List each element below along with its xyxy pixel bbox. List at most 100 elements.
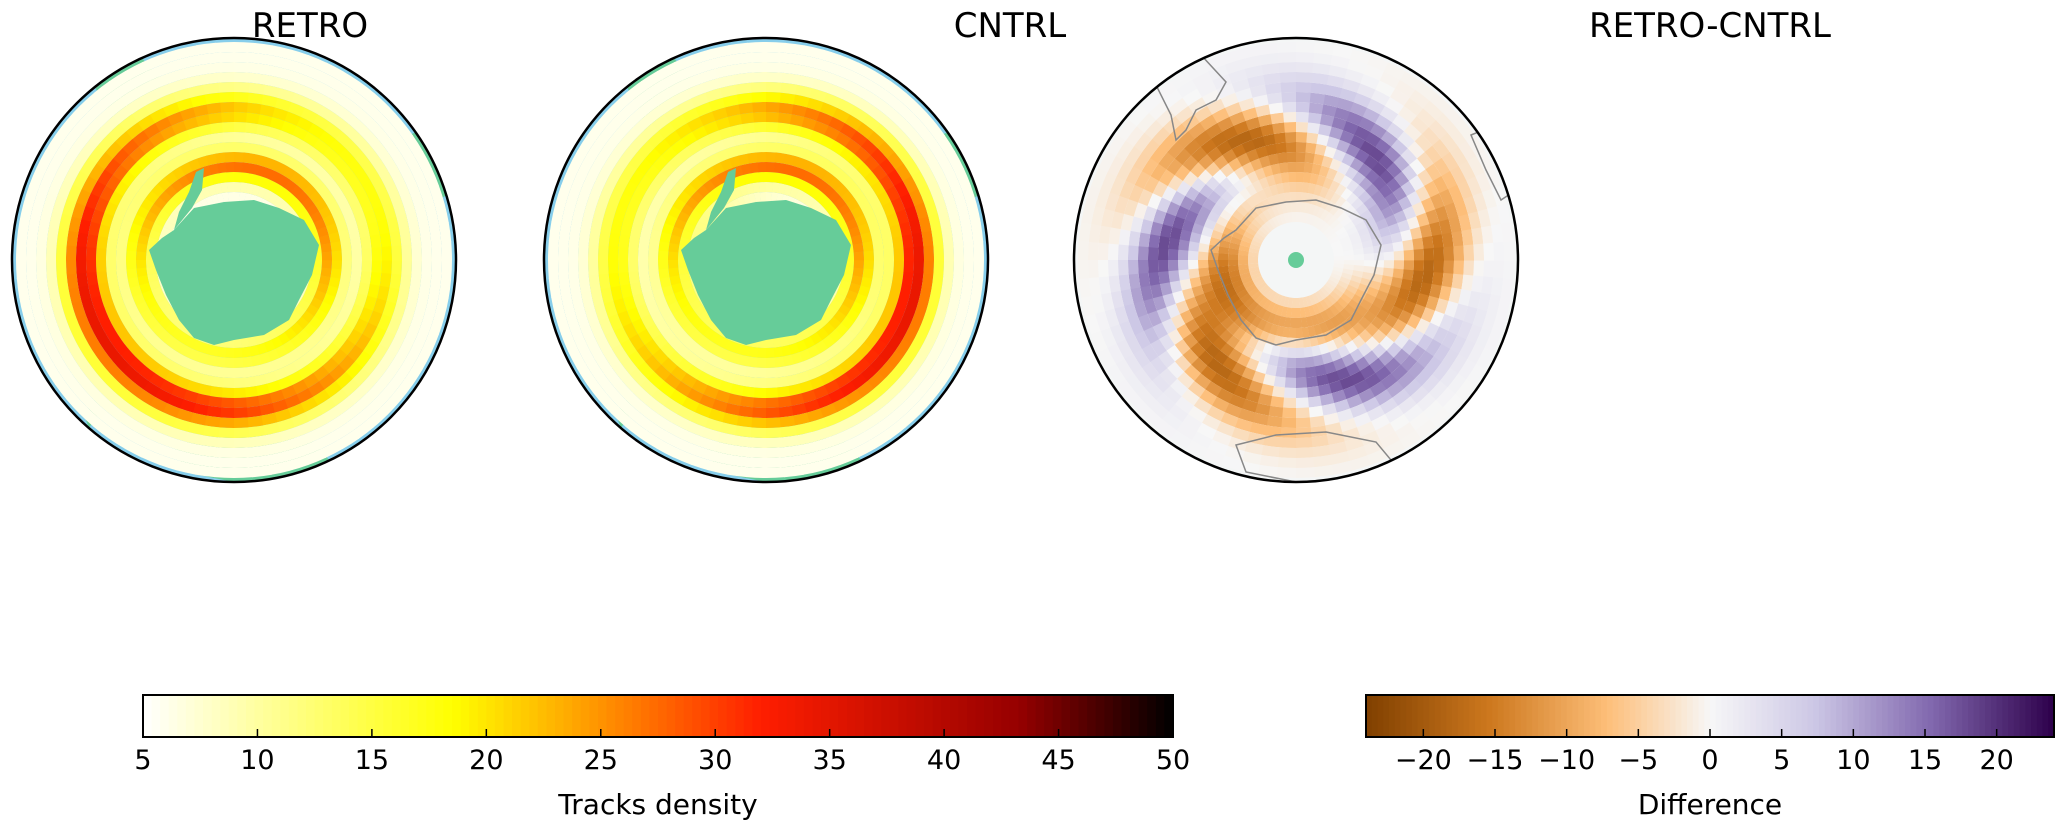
field-cell xyxy=(640,430,662,449)
field-cell xyxy=(1379,71,1401,89)
field-cell xyxy=(928,339,946,360)
colorbar-swatch xyxy=(666,695,676,737)
field-cell xyxy=(652,155,669,172)
field-cell xyxy=(829,209,843,222)
field-cell xyxy=(90,180,107,198)
field-cell xyxy=(1319,114,1335,127)
field-cell xyxy=(898,380,918,401)
field-cell xyxy=(690,412,709,428)
field-cell xyxy=(608,259,619,274)
field-cell xyxy=(140,197,154,211)
field-cell xyxy=(1318,342,1330,355)
colorbar-swatch xyxy=(761,695,771,737)
field-cell xyxy=(251,464,272,478)
field-cell xyxy=(1325,281,1336,291)
field-cell xyxy=(1308,112,1323,125)
field-cell xyxy=(873,123,893,142)
field-cell xyxy=(911,171,928,190)
field-cell xyxy=(1258,212,1269,224)
field-cell xyxy=(86,399,107,420)
field-cell xyxy=(357,224,370,239)
field-cell xyxy=(1487,294,1501,315)
field-cell xyxy=(841,89,861,107)
field-cell xyxy=(1193,105,1213,123)
field-cell xyxy=(773,162,784,174)
field-cell xyxy=(1326,293,1338,305)
colorbar-swatch xyxy=(160,695,170,737)
field-cell xyxy=(273,183,285,197)
colorbar-swatch xyxy=(1882,695,1889,737)
colorbar-swatch xyxy=(1147,695,1157,737)
field-cell xyxy=(1244,64,1264,79)
field-cell xyxy=(1332,266,1344,273)
field-cell xyxy=(1255,104,1271,118)
field-cell xyxy=(1243,211,1256,223)
field-cell xyxy=(1296,122,1309,133)
field-cell xyxy=(1435,387,1456,408)
field-cell xyxy=(1312,454,1333,468)
field-cell xyxy=(1491,313,1507,336)
field-cell xyxy=(1141,138,1160,158)
field-cell xyxy=(1222,226,1235,237)
field-cell xyxy=(1210,279,1223,291)
field-cell xyxy=(301,310,315,324)
field-cell xyxy=(1359,430,1380,447)
field-cell xyxy=(783,153,795,166)
field-cell xyxy=(801,117,818,131)
field-cell xyxy=(287,49,310,65)
field-cell xyxy=(1194,373,1212,390)
colorbar-swatch xyxy=(1377,695,1384,737)
field-cell xyxy=(197,52,218,66)
colorbar-swatch xyxy=(1532,695,1539,737)
field-cell xyxy=(1295,387,1309,398)
field-cell xyxy=(66,230,79,247)
field-cell xyxy=(931,229,944,246)
field-cell xyxy=(1332,287,1344,298)
field-cell xyxy=(66,244,77,260)
field-cell xyxy=(1127,259,1139,275)
field-cell xyxy=(318,130,336,147)
field-cell xyxy=(391,303,406,322)
colorbar-swatch xyxy=(640,695,651,737)
colorbar-swatch xyxy=(812,695,822,737)
field-cell xyxy=(649,229,662,242)
field-cell xyxy=(1320,198,1331,210)
field-cell xyxy=(1078,277,1092,298)
field-cell xyxy=(1188,268,1200,279)
field-cell xyxy=(266,380,282,394)
field-cell xyxy=(1128,184,1144,203)
field-cell xyxy=(1241,107,1259,121)
field-cell xyxy=(660,327,676,343)
field-cell xyxy=(951,276,964,295)
field-cell xyxy=(71,132,91,153)
field-cell xyxy=(729,383,744,396)
field-cell xyxy=(1176,79,1198,98)
field-cell xyxy=(335,131,354,149)
field-cell xyxy=(339,339,356,356)
field-cell xyxy=(1336,97,1354,112)
field-cell xyxy=(614,119,634,140)
field-cell xyxy=(669,234,682,245)
colorbar-swatch xyxy=(1836,695,1843,737)
colorbar-swatch xyxy=(1669,695,1677,737)
field-cell xyxy=(248,425,265,438)
colorbar-swatch xyxy=(1538,695,1545,737)
field-cell xyxy=(578,226,591,245)
map-boundary xyxy=(542,36,990,484)
field-cell xyxy=(1362,396,1380,413)
field-cell xyxy=(1233,384,1249,400)
field-cell xyxy=(200,373,214,387)
field-cell xyxy=(741,385,755,398)
field-cell xyxy=(1402,300,1417,315)
field-cell xyxy=(1259,284,1270,294)
field-cell xyxy=(1312,216,1321,228)
colorbar-tick-label: 10 xyxy=(1836,745,1871,776)
field-cell xyxy=(353,81,375,102)
field-cell xyxy=(652,219,665,233)
field-cell xyxy=(1241,451,1262,465)
field-cell xyxy=(193,145,207,159)
field-cell xyxy=(809,130,825,145)
field-cell xyxy=(1337,231,1349,240)
field-cell xyxy=(441,241,452,261)
colorbar-swatch xyxy=(1112,695,1123,737)
